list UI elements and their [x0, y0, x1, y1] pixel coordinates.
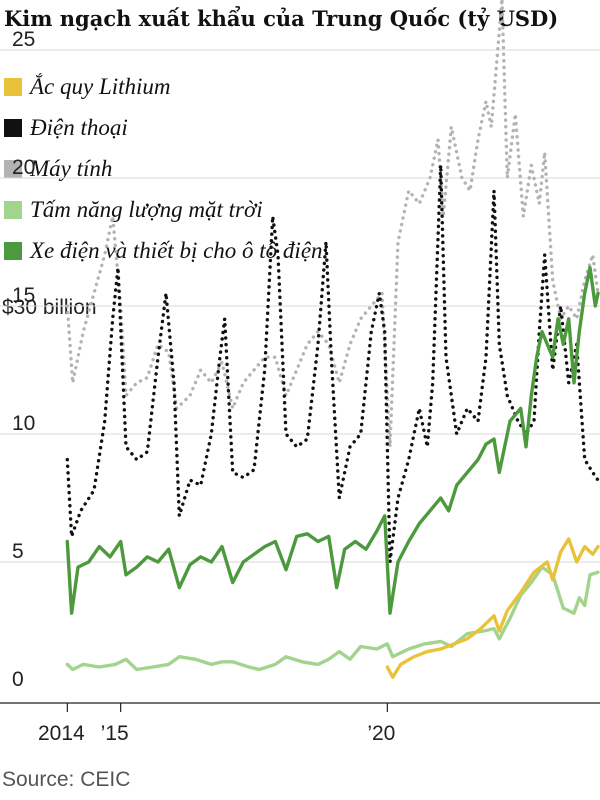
legend-item: Xe điện và thiết bị cho ô tô điện — [4, 230, 594, 271]
legend-swatch — [4, 200, 22, 219]
x-tick-label: 2014 — [38, 722, 85, 745]
legend-item: Máy tính — [4, 148, 594, 189]
legend-item: Điện thoại — [4, 107, 594, 148]
y-tick-label: 5 — [12, 540, 24, 563]
y-tick-label: 25 — [12, 28, 35, 51]
series-line-dien-thoai — [65, 163, 600, 564]
y-tick-label: 10 — [12, 412, 35, 435]
legend-swatch — [4, 118, 22, 137]
legend-label: Tấm năng lượng mặt trời — [30, 196, 263, 222]
legend-swatch — [4, 241, 22, 260]
series-line-xe-dien-va-thiet-bi-cho-o-to-dien — [65, 265, 600, 615]
legend-label: Ắc quy Lithium — [30, 73, 171, 99]
x-tick-label: ’15 — [101, 722, 129, 745]
series-line-tam-nang-luong-mat-troi — [65, 565, 600, 672]
legend-swatch — [4, 77, 22, 96]
y-unit-label: $30 billion — [2, 296, 97, 319]
y-tick-label: 15 — [12, 284, 35, 307]
legend-item: Tấm năng lượng mặt trời — [4, 189, 594, 230]
chart-legend: Ắc quy Lithium Điện thoại Máy tính Tấm năng… — [4, 66, 594, 271]
series-line-ac-quy-lithium — [385, 537, 600, 679]
source-note: Source: CEIC — [2, 768, 131, 791]
legend-item: Ắc quy Lithium — [4, 66, 594, 107]
legend-label: Xe điện và thiết bị cho ô tô điện — [30, 237, 323, 263]
legend-swatch — [4, 159, 22, 178]
x-tick-label: ’20 — [367, 722, 395, 745]
y-tick-label: 20 — [12, 156, 35, 179]
chart-title: Kim ngạch xuất khẩu của Trung Quốc (tỷ U… — [4, 6, 559, 31]
legend-label: Điện thoại — [30, 114, 128, 140]
series-line-may-tinh — [65, 0, 600, 449]
y-tick-label: 0 — [12, 668, 24, 691]
legend-label: Máy tính — [30, 155, 113, 181]
